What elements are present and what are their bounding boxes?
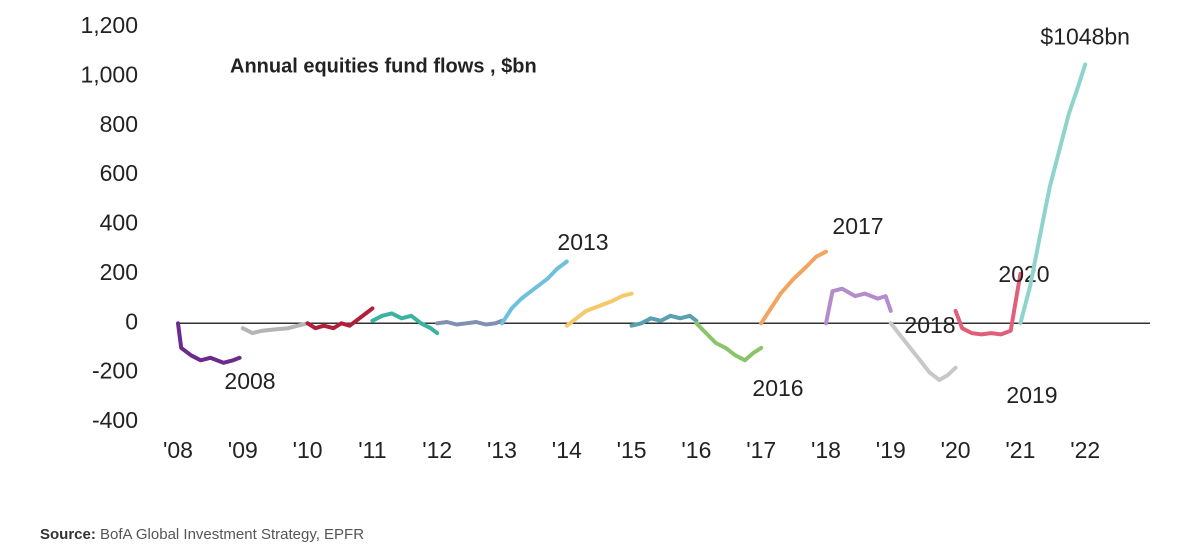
y-tick-label: -400 [92, 407, 138, 433]
year-label: 2020 [998, 261, 1049, 287]
flow-line [564, 291, 634, 328]
flow-line [888, 321, 958, 382]
value-label: $1048bn [1040, 24, 1130, 50]
year-label: 2017 [832, 213, 883, 239]
flow-line [1018, 62, 1088, 326]
year-label: 2016 [752, 375, 803, 401]
flow-line [435, 318, 504, 327]
chart-title: Annual equities fund flows , $bn [230, 55, 537, 77]
flow-line [240, 321, 310, 336]
y-tick-label: -200 [92, 358, 138, 384]
y-tick-label: 400 [100, 210, 138, 236]
source-text: BofA Global Investment Strategy, EPFR [100, 526, 364, 543]
x-tick-label: '16 [681, 437, 711, 463]
year-label: 2008 [224, 368, 275, 394]
x-tick-label: '15 [617, 437, 647, 463]
x-tick-label: '18 [811, 437, 841, 463]
x-tick-label: '13 [487, 437, 517, 463]
flow-line [629, 313, 699, 328]
x-tick-label: '14 [552, 437, 582, 463]
year-label: 2018 [904, 312, 955, 338]
flow-line [500, 259, 569, 326]
flow-line [305, 306, 375, 331]
y-tick-label: 600 [100, 160, 138, 186]
flow-line [759, 249, 828, 326]
x-tick-label: '10 [293, 437, 323, 463]
x-tick-label: '19 [876, 437, 906, 463]
flow-line [694, 321, 764, 363]
x-tick-label: '08 [163, 437, 193, 463]
year-label: 2013 [557, 229, 608, 255]
y-tick-label: 800 [100, 111, 138, 137]
y-tick-label: 0 [125, 308, 138, 334]
x-tick-label: '21 [1005, 437, 1035, 463]
x-tick-label: '17 [746, 437, 776, 463]
flow-line [824, 286, 893, 326]
x-tick-label: '09 [228, 437, 258, 463]
x-tick-label: '20 [941, 437, 971, 463]
source-note: Source: BofA Global Investment Strategy,… [40, 526, 364, 543]
y-tick-label: 1,200 [80, 12, 138, 38]
y-tick-label: 200 [100, 259, 138, 285]
y-tick-label: 1,000 [80, 61, 138, 87]
x-tick-label: '12 [422, 437, 452, 463]
x-tick-label: '22 [1070, 437, 1100, 463]
flow-line [370, 311, 440, 336]
x-tick-label: '11 [358, 437, 386, 463]
year-label: 2019 [1006, 382, 1057, 408]
flow-line [176, 321, 242, 365]
flow-line [953, 271, 1023, 337]
source-label: Source: [40, 526, 96, 543]
